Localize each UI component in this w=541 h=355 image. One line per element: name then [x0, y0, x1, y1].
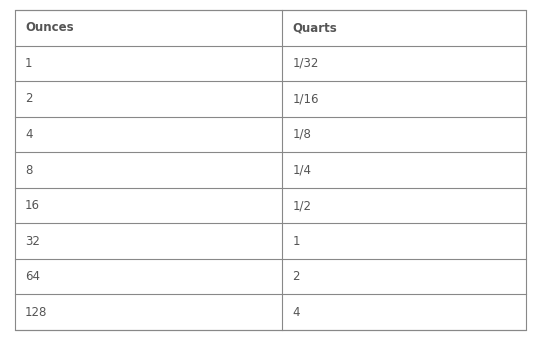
Text: 16: 16	[25, 199, 40, 212]
Text: 4: 4	[25, 128, 32, 141]
Text: 32: 32	[25, 235, 40, 247]
Text: Quarts: Quarts	[292, 21, 337, 34]
Text: 1/8: 1/8	[292, 128, 311, 141]
Text: 1/32: 1/32	[292, 57, 319, 70]
Text: 1: 1	[25, 57, 32, 70]
Text: 128: 128	[25, 306, 48, 319]
Text: 8: 8	[25, 164, 32, 176]
Text: 1: 1	[292, 235, 300, 247]
Text: 4: 4	[292, 306, 300, 319]
Text: 1/4: 1/4	[292, 164, 311, 176]
Text: 1/16: 1/16	[292, 92, 319, 105]
Text: 2: 2	[25, 92, 32, 105]
Text: 2: 2	[292, 270, 300, 283]
Text: 1/2: 1/2	[292, 199, 311, 212]
Text: 64: 64	[25, 270, 40, 283]
Text: Ounces: Ounces	[25, 21, 74, 34]
